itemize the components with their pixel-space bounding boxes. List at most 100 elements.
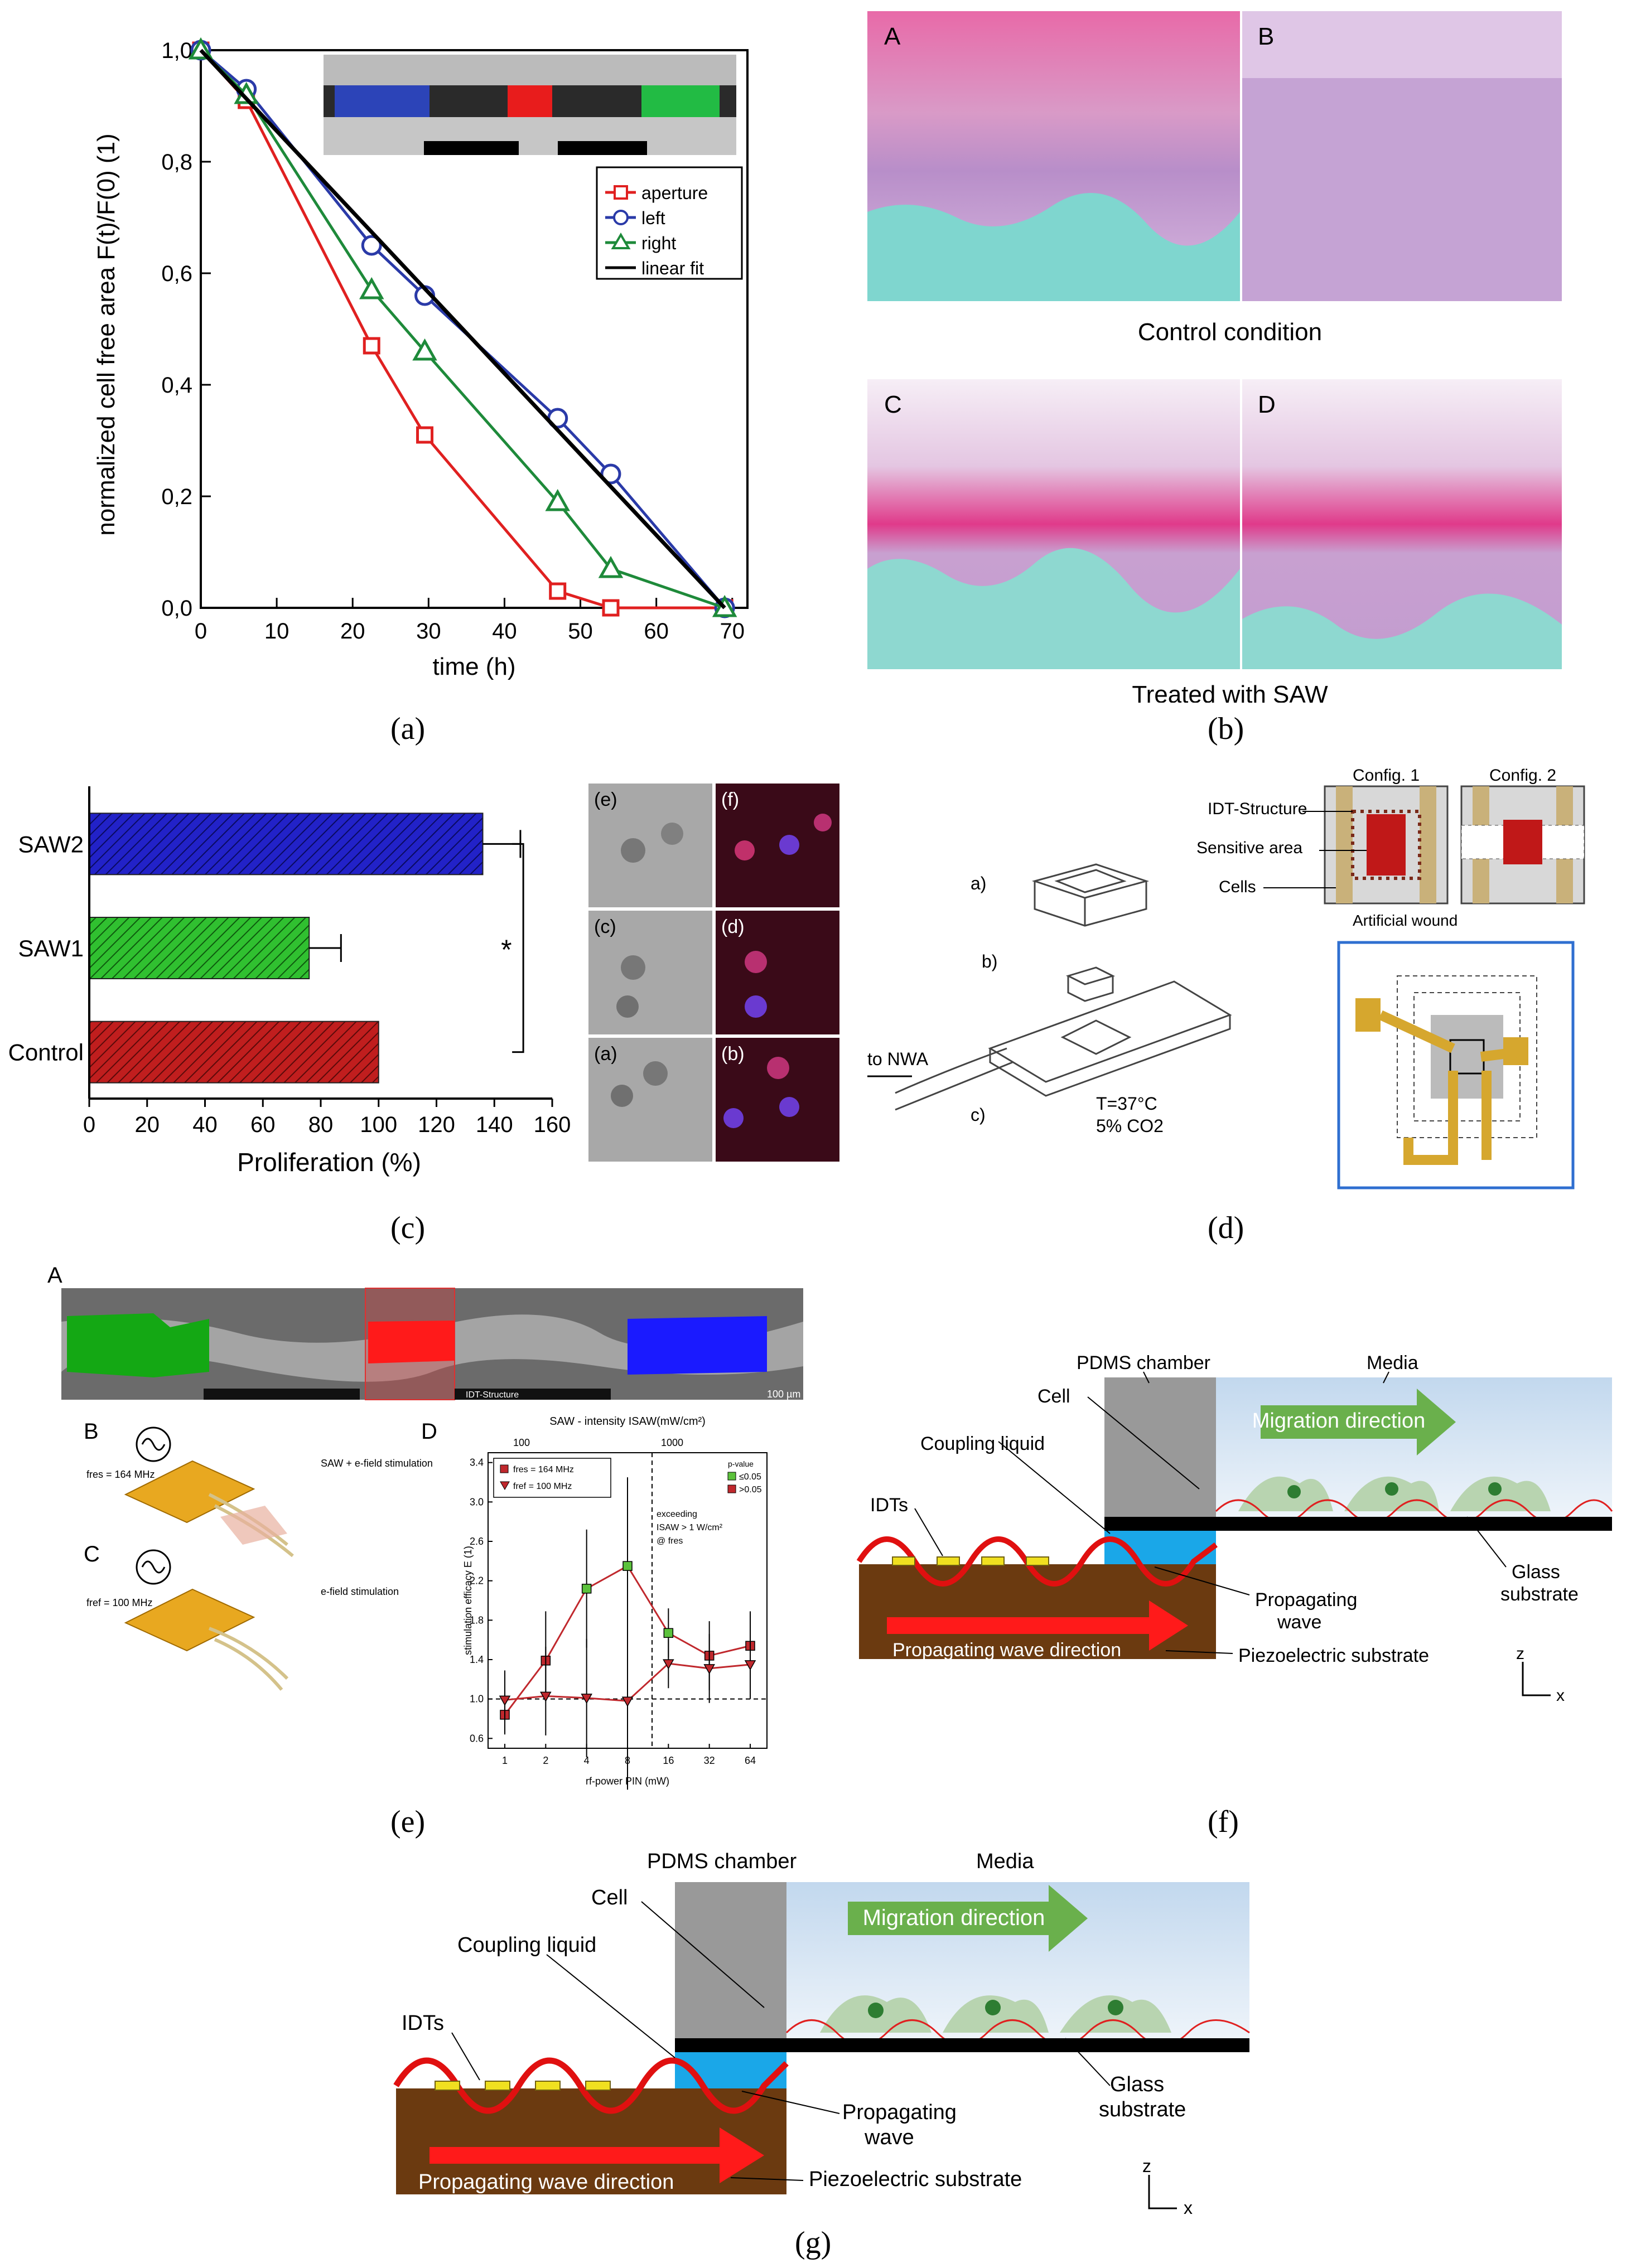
category-label: Control [8,1039,84,1066]
data-point-aperture [363,337,380,355]
micrograph-a: (a) [588,1038,712,1162]
svg-text:(f): (f) [721,789,739,810]
panel-f-diagram: Migration direction Propagating wave dir… [856,1352,1613,1705]
x-tick-label: 120 [418,1113,455,1137]
x-tick-label: 40 [492,619,517,644]
svg-text:(a): (a) [594,1043,617,1065]
treated-label: Treated with SAW [1132,681,1328,703]
x-tick-label: 60 [250,1113,276,1137]
wave-label: wave [1277,1612,1321,1633]
cells [820,1995,1171,2033]
idt-electrodes [892,1556,1049,1566]
data-point-aperture [549,582,567,600]
x-tick-label: 140 [476,1113,513,1137]
svg-text:(e): (e) [594,789,617,810]
y-tick-label: 3.4 [470,1457,484,1468]
legend-label: linear fit [641,258,704,278]
histology-image-D: D [1242,379,1562,669]
micrograph-grid: (e) (f) (c) (d) (a) (b) [588,784,839,1163]
coupling-liquid-label: Coupling liquid [920,1433,1045,1454]
legend-label: left [641,208,665,228]
y-tick-label: 2.6 [470,1536,484,1547]
cell-label: Cell [591,1886,628,1909]
x-tick-label: 64 [745,1755,756,1766]
inset-image [324,55,736,155]
data-point-fres [663,1628,674,1638]
data-point-left [361,235,382,256]
legend-box [493,1458,611,1498]
migration-arrow [1261,1389,1456,1455]
x-tick-label: 20 [135,1113,160,1137]
caption-g: (g) [795,2226,832,2260]
sensitive-area-label: Sensitive area [1196,839,1302,857]
micrograph-c: (c) [588,911,712,1034]
category-label: SAW2 [18,831,84,857]
x-tick-label: 80 [308,1113,334,1137]
pdms-label: PDMS chamber [647,1850,797,1873]
data-point-right [598,555,624,578]
legend: aperture left right linear fit [596,166,743,280]
glass-substrate [1104,1517,1612,1531]
caption-f: (f) [1208,1805,1239,1839]
x-tick-label: 20 [340,619,365,644]
label-A: A [47,1263,62,1288]
label-B: B [84,1419,99,1444]
part-a-label: a) [971,873,986,893]
efficacy-title: SAW - intensity ISAW(mW/cm²) [549,1415,706,1428]
exceeding-label: @ fres [657,1536,683,1546]
pvalue-title: p-value [728,1459,754,1468]
legend-label: fres = 164 MHz [513,1465,574,1474]
fref-label: fref = 100 MHz [86,1597,153,1608]
glass-substrate [675,2038,1249,2052]
bar-saw2 [89,813,484,876]
media-label: Media [976,1850,1034,1873]
svg-text:(c): (c) [594,916,616,937]
x-tick-label: 16 [663,1755,674,1766]
x-tick-label: 0 [83,1113,95,1137]
y-tick-label: 3.0 [470,1496,484,1507]
data-point-fref [663,1659,674,1670]
x-tick-label: 100 [360,1113,397,1137]
x-tick-label: 10 [264,619,289,644]
cells [1238,1476,1551,1511]
x-tick-label: 2 [543,1755,548,1766]
legend-marker [611,233,631,249]
piezo-label: Piezoelectric substrate [1238,1645,1429,1666]
control-label: Control condition [1138,318,1322,346]
x-tick-label: 60 [644,619,669,644]
data-point-fres [622,1561,633,1571]
panel-c-chart: SAW2 SAW1 Control * 0 20 40 60 80 100 120 140 160 P… [8,786,571,1177]
x-tick-label: 30 [416,619,441,644]
temperature-label: T=37°C [1096,1094,1157,1114]
significance-bracket [512,843,524,1053]
config-1-diagram [1324,785,1449,905]
propagating-label: Propagating [1255,1589,1357,1611]
axis-indicator [1148,2175,1177,2209]
legend-marker [614,185,628,200]
exceeding-label: ISAW > 1 W/cm² [657,1523,723,1532]
x-tick-label: 4 [584,1755,590,1766]
series-line-linear-fit [199,49,726,610]
micrograph-e: (e) [588,784,712,907]
svg-text:(b): (b) [721,1043,745,1065]
y-tick-label: 0,4 [161,373,192,398]
idt-structure-label: IDT-Structure [1208,800,1307,818]
top-tick-label: 100 [513,1437,530,1448]
cells-label: Cells [1219,878,1256,896]
panel-a-chart: 0 10 20 30 40 50 60 70 0,0 0,2 0,4 0,6 0,8 1,0 apertu… [93,37,749,680]
caption-d: (d) [1208,1211,1244,1245]
pdms-chamber [1104,1377,1216,1517]
x-tick-label: 40 [192,1113,218,1137]
y-tick-label: 0,0 [161,596,192,621]
y-tick-label: 0,2 [161,485,192,509]
part-c-label: c) [971,1105,986,1125]
bar-saw1 [89,917,310,979]
y-tick-label: 1.0 [470,1694,484,1705]
caption-a: (a) [390,712,426,746]
x-tick-label: 160 [534,1113,571,1137]
migration-label: Migration direction [863,1906,1045,1930]
co2-label: 5% CO2 [1096,1116,1164,1136]
caption-c: (c) [390,1211,426,1245]
data-point-left [600,463,621,485]
x-tick-label: 32 [704,1755,715,1766]
